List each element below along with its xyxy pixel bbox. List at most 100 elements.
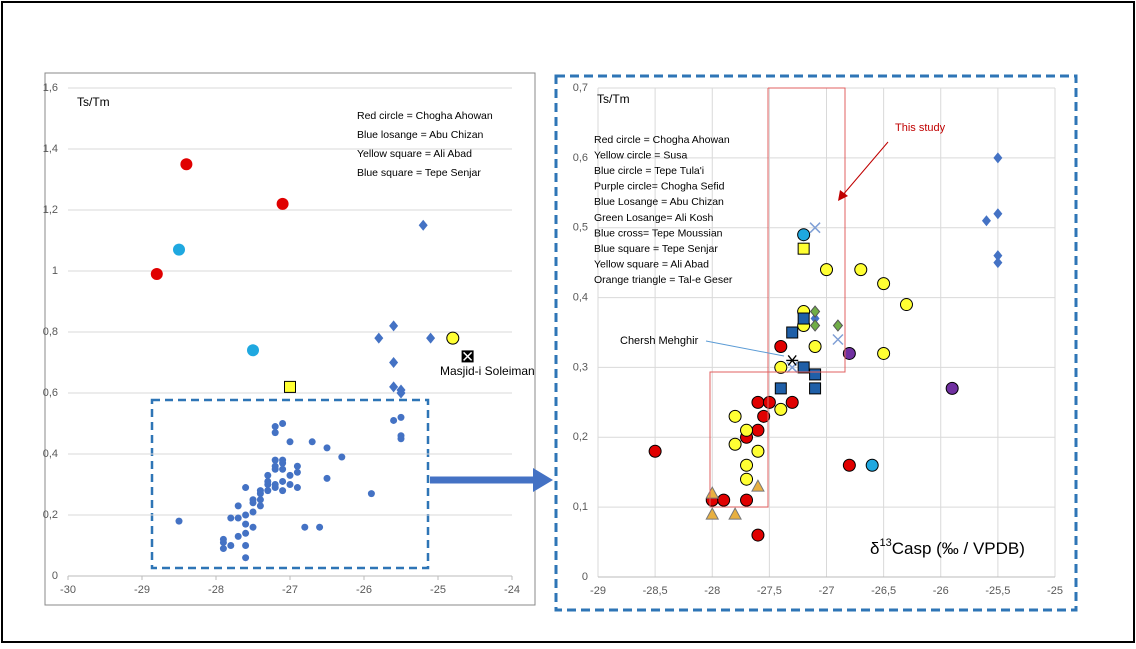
- point: [242, 520, 250, 528]
- point: [271, 456, 279, 464]
- x-label-rest: Casp (‰ / VPDB): [892, 539, 1025, 558]
- y-tick-label: 0,2: [43, 509, 58, 521]
- legend-line: Blue circle = Tepe Tula'i: [594, 165, 704, 177]
- y-tick-label: 1,6: [43, 82, 58, 94]
- y-tick-label: 0,6: [43, 387, 58, 399]
- point: [293, 462, 301, 470]
- legend-line: Yellow square = Ali Abad: [357, 148, 472, 160]
- point: [899, 298, 913, 312]
- zoom-box: [150, 398, 430, 570]
- point: [219, 545, 227, 553]
- point: [271, 462, 279, 470]
- x-tick-label: -25,5: [985, 585, 1010, 597]
- y-tick-label: 0: [52, 570, 58, 582]
- legend-line: Orange triangle = Tal-e Geser: [594, 274, 733, 286]
- point: [865, 458, 879, 472]
- x-tick-label: -27: [819, 585, 835, 597]
- left-panel: [44, 72, 536, 606]
- point: [426, 332, 436, 344]
- point: [264, 471, 272, 479]
- annotation: This study: [895, 122, 946, 134]
- point: [877, 346, 891, 360]
- point: [797, 312, 810, 325]
- point: [234, 502, 242, 510]
- point: [264, 487, 272, 495]
- x-tick-label: -29: [134, 584, 150, 596]
- point: [279, 487, 287, 495]
- point: [945, 381, 959, 395]
- point: [242, 529, 250, 537]
- point: [264, 477, 272, 485]
- point: [751, 423, 765, 437]
- point: [249, 499, 257, 507]
- study-arrow: [841, 141, 889, 197]
- point: [740, 423, 754, 437]
- point: [150, 268, 163, 281]
- y-tick-label: 1,2: [43, 204, 58, 216]
- point: [797, 228, 811, 242]
- point: [993, 257, 1003, 269]
- point: [774, 360, 788, 374]
- legend-line: Blue losange = Abu Chizan: [357, 129, 484, 141]
- point: [981, 215, 991, 227]
- point: [832, 333, 844, 346]
- point: [774, 339, 788, 353]
- point: [397, 435, 405, 443]
- point: [227, 514, 235, 522]
- point: [175, 517, 183, 525]
- point: [286, 471, 294, 479]
- point: [271, 481, 279, 488]
- point: [842, 458, 856, 472]
- legend-line: Yellow square = Ali Abad: [594, 259, 709, 271]
- point: [286, 438, 294, 446]
- point: [751, 528, 765, 542]
- point: [809, 222, 821, 234]
- point: [374, 332, 384, 344]
- point: [256, 487, 264, 495]
- point: [832, 319, 844, 332]
- point: [751, 444, 765, 458]
- point: [785, 395, 799, 409]
- y-tick-label: 0,6: [573, 152, 588, 164]
- point: [301, 523, 309, 531]
- x-tick-label: -25: [430, 584, 446, 596]
- point: [446, 331, 460, 345]
- legend-line: Red circle = Chogha Ahowan: [594, 134, 730, 146]
- point: [809, 368, 822, 381]
- point: [809, 305, 821, 318]
- point: [705, 507, 720, 520]
- point: [242, 484, 250, 492]
- chersh-arrow: [705, 340, 785, 357]
- point-label: Chersh Mehghir: [620, 335, 699, 347]
- point: [242, 511, 250, 519]
- point: [284, 380, 296, 393]
- x-axis-label: δ13Casp (‰ / VPDB): [870, 537, 1025, 559]
- point-label: Masjid-i Soleiman: [440, 364, 535, 378]
- x-tick-label: -25: [1047, 585, 1063, 597]
- point: [751, 395, 765, 409]
- y-tick-label: 0,1: [573, 501, 588, 513]
- point: [242, 554, 250, 562]
- point: [271, 423, 279, 431]
- chart-title: Ts/Tm: [77, 95, 110, 109]
- point: [877, 277, 891, 291]
- right-chart: 0 0,1 0,2 0,3 0,4 0,5 0,6 0,7 -29 -28,5 -28 -27,5 -2…: [573, 82, 1063, 597]
- legend-line: Blue square = Tepe Senjar: [594, 243, 718, 255]
- point: [389, 320, 399, 332]
- point: [396, 384, 406, 396]
- x-tick-label: -28: [208, 584, 224, 596]
- point: [293, 468, 301, 476]
- legend-line: Red circle = Chogha Ahowan: [357, 110, 493, 122]
- zoom-arrow-head: [533, 468, 553, 492]
- legend-line: Blue square = Tepe Senjar: [357, 167, 481, 179]
- x-tick-label: -27: [282, 584, 298, 596]
- point: [740, 458, 754, 472]
- point: [820, 263, 833, 277]
- point: [279, 477, 287, 485]
- y-tick-label: 0,3: [573, 361, 588, 373]
- point: [993, 152, 1003, 164]
- y-tick-label: 0,2: [573, 431, 588, 443]
- point: [390, 416, 398, 424]
